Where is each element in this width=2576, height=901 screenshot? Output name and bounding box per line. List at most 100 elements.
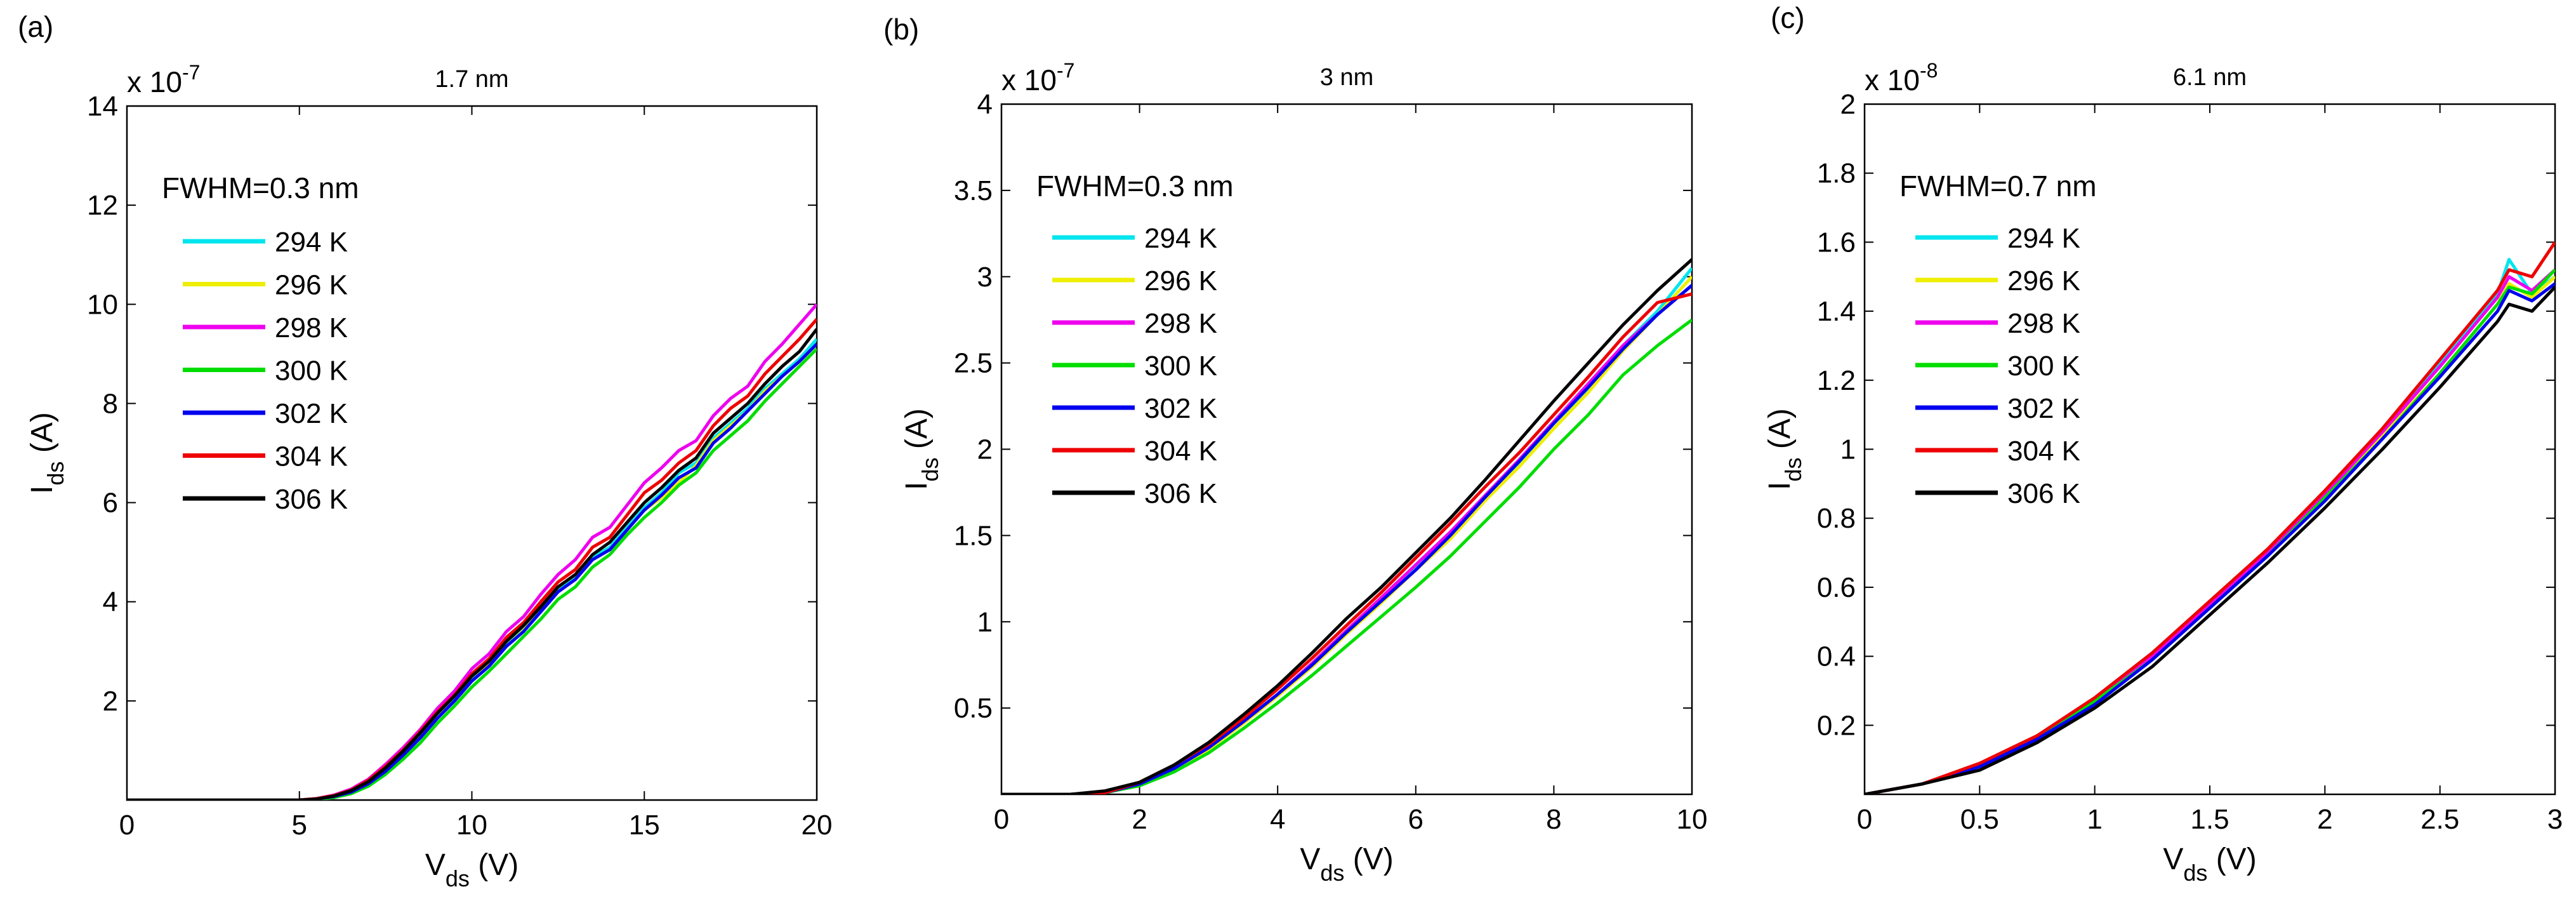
fwhm-annotation: FWHM=0.3 nm: [1036, 170, 1234, 203]
legend-label: 306 K: [275, 484, 348, 515]
exponent-label: x 10-7: [127, 61, 200, 98]
x-tick-label: 4: [1270, 804, 1285, 835]
x-axis-label-main: V: [1300, 843, 1320, 876]
series-line-296-k: [1001, 276, 1692, 794]
x-axis-label-sub: ds: [1320, 860, 1344, 886]
legend-label: 296 K: [2007, 265, 2080, 297]
y-tick-label: 6: [103, 488, 118, 519]
x-axis-label-unit: (V): [2207, 843, 2256, 876]
fwhm-annotation: FWHM=0.3 nm: [162, 171, 359, 204]
chart-title: 3 nm: [1320, 64, 1373, 91]
y-axis-label-main: I: [1763, 482, 1797, 490]
chart-title: 1.7 nm: [435, 66, 508, 93]
x-tick-label: 5: [292, 810, 307, 841]
series-line-294-k: [1865, 258, 2555, 794]
legend-label: 300 K: [275, 356, 348, 387]
y-axis-label-sub: ds: [917, 457, 943, 481]
x-axis-label-sub: ds: [446, 865, 470, 891]
y-tick-label: 10: [87, 289, 118, 320]
legend-label: 294 K: [1144, 223, 1217, 254]
y-tick-label: 4: [977, 89, 993, 120]
y-tick-label: 1.6: [1817, 227, 1856, 258]
exponent-power: -7: [182, 61, 200, 84]
x-tick-label: 8: [1546, 804, 1561, 835]
x-tick-label: 20: [802, 810, 833, 841]
y-tick-label: 1: [1840, 434, 1856, 465]
y-axis-label-unit: (A): [900, 408, 934, 457]
x-tick-label: 10: [456, 810, 487, 841]
x-tick-label: 2.5: [2421, 804, 2459, 835]
legend-label: 304 K: [2007, 436, 2080, 467]
x-axis-label: Vds (V): [425, 848, 519, 891]
exponent-label: x 10-8: [1865, 59, 1938, 97]
panel-1: (a) 1.7 nm x 10-7 0 5 10 15 20 2 4 6 8 10 12 14 Vds (V)…: [18, 10, 832, 891]
y-tick-label: 3: [977, 262, 993, 293]
series-line-306-k: [1001, 258, 1692, 794]
x-tick-label: 0.5: [1960, 804, 1999, 835]
x-tick-label: 0: [119, 810, 135, 841]
legend-label: 306 K: [1144, 478, 1217, 509]
y-tick-label: 14: [87, 91, 118, 122]
y-tick-label: 1.5: [954, 520, 993, 551]
y-tick-label: 2: [977, 434, 993, 465]
y-axis-label-unit: (A): [1763, 408, 1797, 457]
x-axis-label-sub: ds: [2183, 860, 2207, 886]
panel-2: (b) 3 nm x 10-7 0 2 4 6 8 10 0.5 1 1.5 2 2.5 3 3.5 4 Vds …: [883, 13, 1707, 886]
panel-label: (a): [18, 10, 53, 43]
legend-label: 306 K: [2007, 478, 2080, 509]
x-tick-label: 15: [629, 810, 660, 841]
series-line-294-k: [127, 338, 817, 800]
panel-label: (b): [883, 13, 919, 46]
y-axis-label: Ids (A): [1763, 408, 1806, 490]
y-tick-label: 1.2: [1817, 365, 1856, 396]
x-axis-label-main: V: [425, 848, 446, 882]
panel-3: (c) 6.1 nm x 10-8 0 0.5 1 1.5 2 2.5 3 0.2 0.4 0.6 0.8…: [1763, 1, 2563, 886]
series-line-306-k: [127, 328, 817, 800]
exponent-base: x 10: [1865, 63, 1920, 97]
x-axis-label: Vds (V): [1300, 843, 1393, 886]
x-tick-label: 2: [1132, 804, 1147, 835]
x-tick-label: 3: [2547, 804, 2563, 835]
fwhm-annotation: FWHM=0.7 nm: [1899, 170, 2097, 203]
x-axis-label-unit: (V): [1344, 843, 1393, 876]
legend-label: 304 K: [275, 441, 348, 472]
series-group: [127, 303, 817, 800]
x-tick-label: 2: [2317, 804, 2332, 835]
legend-label: 298 K: [1144, 308, 1217, 339]
series-line-300-k: [1001, 318, 1692, 794]
x-axis-label-main: V: [2163, 843, 2183, 876]
y-axis-label-main: I: [900, 482, 934, 490]
x-tick-label: 1.5: [2190, 804, 2229, 835]
legend-label: 302 K: [1144, 393, 1217, 424]
series-group: [1001, 258, 1692, 794]
legend-label: 302 K: [275, 398, 348, 429]
x-tick-label: 6: [1408, 804, 1423, 835]
y-tick-label: 0.4: [1817, 641, 1856, 672]
series-group: [1865, 241, 2555, 794]
y-tick-label: 0.2: [1817, 710, 1856, 741]
y-axis-label-sub: ds: [43, 461, 69, 485]
y-tick-label: 4: [103, 587, 118, 618]
legend-label: 300 K: [1144, 350, 1217, 382]
legend-label: 294 K: [275, 227, 348, 258]
x-axis-label-unit: (V): [470, 848, 519, 882]
y-axis-label: Ids (A): [25, 412, 69, 494]
series-line-302-k: [1865, 282, 2555, 794]
series-line-302-k: [1001, 284, 1692, 794]
x-axis-label: Vds (V): [2163, 843, 2256, 886]
x-tick-label: 10: [1677, 804, 1708, 835]
y-axis-label: Ids (A): [900, 408, 943, 490]
chart-title: 6.1 nm: [2173, 64, 2247, 91]
y-axis-label-main: I: [25, 486, 59, 494]
y-tick-label: 3.5: [954, 175, 993, 206]
x-tick-label: 1: [2087, 804, 2102, 835]
legend-label: 296 K: [275, 270, 348, 301]
exponent-power: -8: [1920, 59, 1938, 82]
x-tick-label: 0: [1857, 804, 1872, 835]
exponent-label: x 10-7: [1001, 59, 1074, 97]
legend-label: 302 K: [2007, 393, 2080, 424]
y-tick-label: 1.8: [1817, 158, 1856, 189]
series-line-300-k: [127, 347, 817, 800]
x-tick-label: 0: [994, 804, 1009, 835]
y-axis-label-sub: ds: [1780, 457, 1806, 481]
